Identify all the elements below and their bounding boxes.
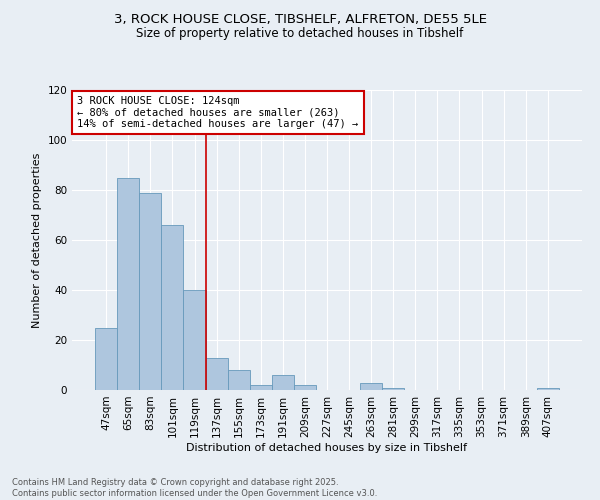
Text: 3, ROCK HOUSE CLOSE, TIBSHELF, ALFRETON, DE55 5LE: 3, ROCK HOUSE CLOSE, TIBSHELF, ALFRETON,… xyxy=(113,12,487,26)
Bar xyxy=(161,225,184,390)
Text: Size of property relative to detached houses in Tibshelf: Size of property relative to detached ho… xyxy=(136,28,464,40)
Bar xyxy=(250,385,272,390)
Text: 3 ROCK HOUSE CLOSE: 124sqm
← 80% of detached houses are smaller (263)
14% of sem: 3 ROCK HOUSE CLOSE: 124sqm ← 80% of deta… xyxy=(77,96,358,129)
Text: Contains HM Land Registry data © Crown copyright and database right 2025.
Contai: Contains HM Land Registry data © Crown c… xyxy=(12,478,377,498)
X-axis label: Distribution of detached houses by size in Tibshelf: Distribution of detached houses by size … xyxy=(187,442,467,452)
Bar xyxy=(272,375,294,390)
Bar xyxy=(95,328,117,390)
Bar xyxy=(184,290,206,390)
Bar xyxy=(139,192,161,390)
Bar xyxy=(360,382,382,390)
Bar xyxy=(382,388,404,390)
Bar xyxy=(206,358,227,390)
Bar xyxy=(117,178,139,390)
Bar xyxy=(537,388,559,390)
Bar xyxy=(227,370,250,390)
Y-axis label: Number of detached properties: Number of detached properties xyxy=(32,152,42,328)
Bar xyxy=(294,385,316,390)
